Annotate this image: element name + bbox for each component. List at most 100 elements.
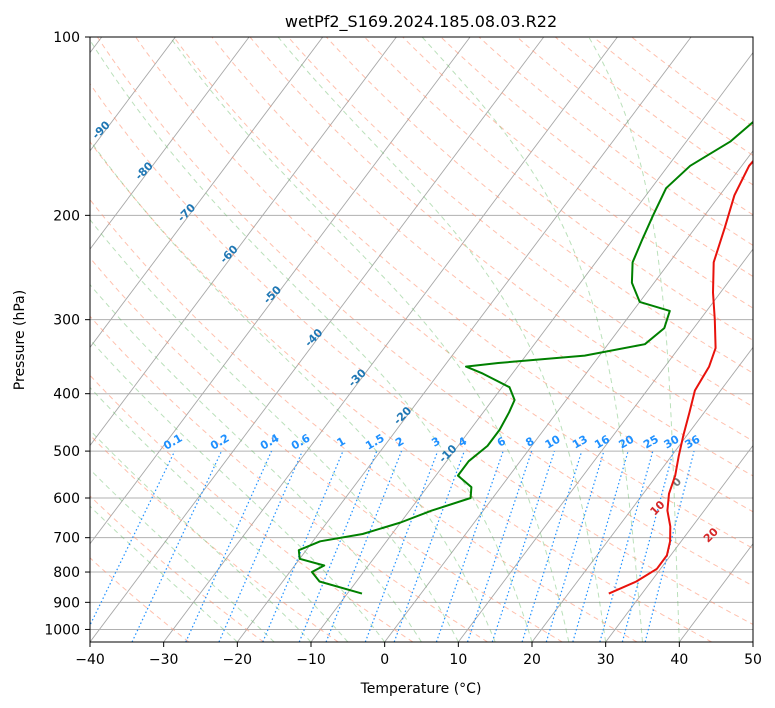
mixing-ratio-label: 1.5 [363,432,386,453]
dry-adiabat-line [478,37,753,246]
mixing-ratio-label: 2 [393,435,406,450]
dry-adiabat-line [325,37,753,374]
dry-adiabat-line [90,140,712,642]
chart-title: wetPf2_S169.2024.185.08.03.R22 [285,12,557,32]
mixing-ratio-line [435,450,504,642]
isotherm-line [236,37,692,642]
isotherm-line [90,37,471,545]
y-tick-label: 100 [53,30,80,46]
isotherm-line [90,37,324,349]
dry-adiabat-line [96,37,753,587]
x-tick-label: 30 [597,652,615,668]
dry-adiabat-line [135,37,753,550]
mixing-ratio-line [325,450,403,642]
plot-frame [89,36,754,643]
mixing-ratio-line [90,450,176,627]
dry-adiabat-label: 10 [648,498,668,518]
isotherm-label: -40 [302,326,325,349]
isotherm-line [531,346,753,642]
dry-adiabat-line [287,37,753,408]
y-axis: 100 200 300 400 500 600 700 800 900 1000 [44,30,90,638]
dry-adiabat-line [402,37,753,309]
x-tick-label: 20 [523,652,541,668]
dry-adiabat-line [90,83,753,625]
dry-adiabat-line [173,37,753,513]
y-tick-label: 800 [53,565,80,581]
isotherm-label: -100 [42,77,71,106]
mixing-ratio-label: 10 [543,432,563,451]
isotherm-line [678,543,753,642]
x-tick-label: −40 [75,652,105,668]
dry-adiabat-line [90,374,414,642]
dewpoint-series [297,120,753,595]
x-tick-label: 40 [670,652,688,668]
mixing-ratio-label: 4 [456,434,469,449]
mixing-ratio-label: 0.4 [258,431,282,452]
mixing-ratio-line [298,450,378,642]
line-labels: 0.1 0.2 0.4 0.6 1 1.5 2 3 4 6 8 10 13 16 20 25 30 36-100-… [42,77,774,573]
isotherm-line [310,51,753,642]
mixing-ratio-line [621,450,674,642]
y-tick-label: 200 [53,208,80,224]
x-tick-label: −10 [296,652,326,668]
mixing-ratio-line [393,450,465,642]
mixing-ratio-line [262,450,344,642]
y-axis-label: Pressure (hPa) [12,290,28,390]
isotherm-label: -70 [175,201,198,224]
moist-adiabat-line [90,386,349,642]
dry-adiabat-label: 20 [701,525,721,545]
profile-lines [297,120,753,595]
mixing-ratio-label: 36 [682,432,702,451]
x-tick-label: 0 [380,652,389,668]
dry-adiabat-line [554,37,753,186]
dry-adiabat-line [90,315,488,642]
dry-adiabat-label: 30 [754,553,774,573]
mixing-ratio-label: 20 [616,432,636,451]
isotherm-line [90,37,545,642]
moist-adiabat-line [90,429,312,642]
isotherm-line [90,37,397,447]
mixing-ratio-line [218,450,303,642]
x-tick-label: −20 [223,652,253,668]
isotherm-label: -90 [90,118,113,141]
y-tick-label: 500 [53,444,80,460]
isotherm-label: -80 [133,159,156,182]
mixing-ratio-label: 6 [495,434,508,449]
background-lines [90,37,753,642]
mixing-ratio-line [466,450,533,642]
moist-adiabat-line [169,37,570,642]
isotherm-line [163,37,618,642]
mixing-ratio-label: 30 [662,432,682,451]
mixing-ratio-label: 13 [570,433,590,452]
dry-adiabat-line [90,256,563,642]
mixing-ratio-line [491,450,555,642]
x-tick-label: 50 [744,652,762,668]
mixing-ratio-line [545,450,605,642]
isotherm-label: -20 [391,404,414,427]
isotherm-label: -30 [346,366,369,389]
moist-adiabat-line [90,468,275,642]
y-tick-label: 300 [53,313,80,329]
moist-adiabat-line [277,37,607,642]
dry-adiabat-line [90,198,638,642]
y-tick-label: 600 [53,491,80,507]
moist-adiabat-line [90,218,459,642]
temperature-series [608,159,753,595]
mixing-ratio-line [644,450,695,642]
y-tick-label: 400 [53,387,80,403]
x-tick-label: −30 [149,652,179,668]
mixing-ratio-label: 1 [335,435,348,450]
mixing-ratio-label: 0.2 [208,432,231,453]
mixing-ratio-label: 16 [592,432,612,451]
moist-adiabat-line [90,338,386,642]
isotherm-line [605,444,753,642]
mixing-ratio-label: 25 [641,433,661,452]
mixing-ratio-line [599,450,654,642]
y-tick-label: 700 [53,531,80,547]
mixing-ratio-label: 0.1 [161,432,184,453]
mixing-ratio-line [131,450,223,642]
moist-adiabat-line [90,505,238,642]
moist-adiabat-line [588,37,680,642]
dry-adiabat-line [90,557,190,642]
